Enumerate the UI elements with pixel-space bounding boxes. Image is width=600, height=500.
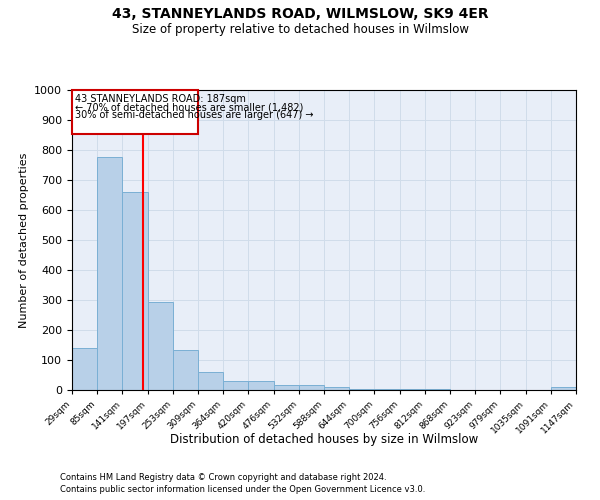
- Bar: [198, 372, 223, 390]
- Bar: [551, 387, 576, 390]
- Bar: [72, 348, 97, 390]
- Text: Size of property relative to detached houses in Wilmslow: Size of property relative to detached ho…: [131, 22, 469, 36]
- Bar: [148, 302, 173, 390]
- Text: Contains public sector information licensed under the Open Government Licence v3: Contains public sector information licen…: [60, 485, 425, 494]
- Bar: [122, 192, 148, 390]
- Bar: [274, 385, 299, 390]
- Bar: [324, 388, 349, 390]
- Bar: [72, 90, 198, 134]
- Bar: [374, 388, 400, 390]
- Bar: [248, 381, 274, 390]
- Bar: [97, 156, 122, 390]
- Text: 43 STANNEYLANDS ROAD: 187sqm: 43 STANNEYLANDS ROAD: 187sqm: [75, 94, 245, 104]
- Bar: [425, 388, 450, 390]
- Y-axis label: Number of detached properties: Number of detached properties: [19, 152, 29, 328]
- Bar: [173, 350, 198, 390]
- Bar: [400, 388, 425, 390]
- Text: ← 70% of detached houses are smaller (1,482): ← 70% of detached houses are smaller (1,…: [75, 102, 303, 112]
- Bar: [349, 388, 374, 390]
- Text: Distribution of detached houses by size in Wilmslow: Distribution of detached houses by size …: [170, 432, 478, 446]
- Bar: [223, 381, 248, 390]
- Text: 43, STANNEYLANDS ROAD, WILMSLOW, SK9 4ER: 43, STANNEYLANDS ROAD, WILMSLOW, SK9 4ER: [112, 8, 488, 22]
- Bar: [299, 384, 324, 390]
- Text: Contains HM Land Registry data © Crown copyright and database right 2024.: Contains HM Land Registry data © Crown c…: [60, 472, 386, 482]
- Text: 30% of semi-detached houses are larger (647) →: 30% of semi-detached houses are larger (…: [75, 110, 313, 120]
